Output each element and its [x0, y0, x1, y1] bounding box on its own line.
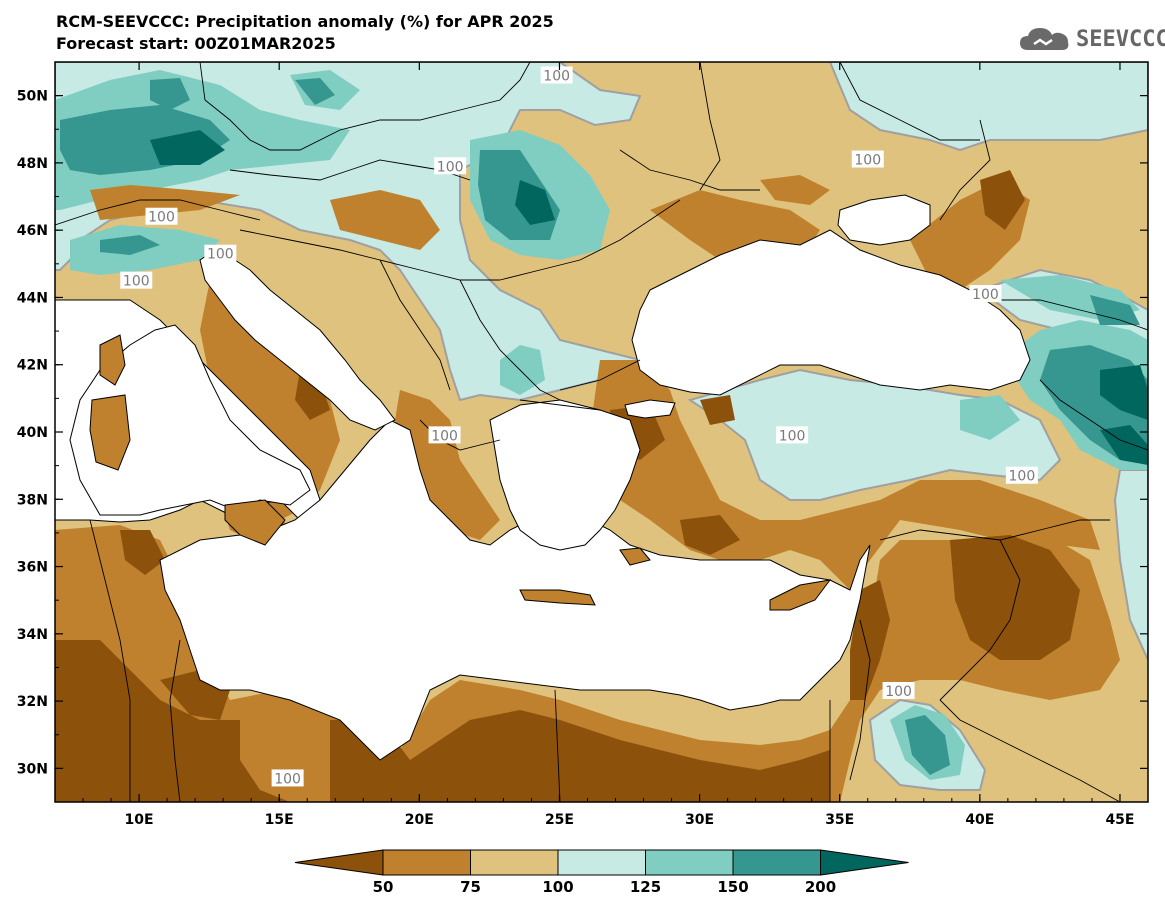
lon-tick-label-4: 30E — [685, 812, 714, 828]
contour-label-bg-4 — [120, 271, 153, 289]
logo-text: SEEVCCC — [1076, 26, 1165, 52]
lon-tick-label-1: 15E — [265, 812, 294, 828]
contour-label-bg-0 — [540, 66, 573, 84]
contour-label-11: 100 — [274, 771, 301, 787]
seevccc-logo: SEEVCCC — [1018, 22, 1165, 56]
lon-tick-label-2: 20E — [405, 812, 434, 828]
contour-label-bg-5 — [851, 150, 884, 168]
lat-tick-label-4: 38N — [17, 492, 48, 508]
colorbar-label-0: 50 — [373, 878, 394, 896]
lat-tick-label-0: 30N — [17, 761, 48, 777]
lat-tick-label-2: 34N — [17, 627, 48, 643]
contour-label-bg-11 — [271, 769, 304, 787]
contour-label-3: 100 — [207, 247, 234, 263]
islands — [89, 334, 832, 611]
contour-label-9: 100 — [1009, 469, 1036, 485]
contour-label-5: 100 — [854, 153, 881, 169]
colorbar-label-4: 150 — [717, 878, 748, 896]
colorbar-segment-1 — [382, 849, 471, 876]
contour-label-bg-6 — [969, 285, 1002, 303]
contour-label-7: 100 — [779, 428, 806, 444]
colorbar-segment-5 — [732, 849, 821, 876]
contour-label-8: 100 — [431, 428, 458, 444]
lon-tick-label-3: 25E — [545, 812, 574, 828]
colorbar-label-1: 75 — [460, 878, 481, 896]
lat-tick-label-8: 46N — [17, 223, 48, 239]
lat-tick-label-3: 36N — [17, 560, 48, 576]
lon-tick-label-5: 35E — [825, 812, 854, 828]
forecast-start-subtitle: Forecast start: 00Z01MAR2025 — [56, 34, 336, 53]
contour-label-bg-3 — [204, 244, 237, 262]
contour-label-6: 100 — [972, 287, 999, 303]
lat-tick-label-6: 42N — [17, 358, 48, 374]
contour-label-bg-7 — [776, 426, 809, 444]
lat-tick-label-10: 50N — [17, 89, 48, 105]
contour-labels: 100 100 100 100 100 100 100 100 100 100 100 100 — [120, 66, 1038, 787]
latitude-axis: 30N 32N 34N 36N 38N 40N 42N 44N 46N 48N 50N — [17, 61, 1148, 803]
contour-label-bg-9 — [1005, 466, 1038, 484]
contour-label-bg-8 — [428, 426, 461, 444]
colorbar-segment-4 — [645, 849, 734, 876]
map-title: RCM-SEEVCCC: Precipitation anomaly (%) f… — [56, 12, 554, 31]
contour-label-4: 100 — [123, 274, 150, 290]
colorbar-label-5: 200 — [805, 878, 836, 896]
colorbar-segment-0 — [294, 849, 384, 876]
lat-tick-label-5: 40N — [17, 425, 48, 441]
lat-tick-label-7: 44N — [17, 290, 48, 306]
colorbar-segment-6 — [820, 849, 909, 876]
contour-label-1: 100 — [437, 159, 464, 175]
colorbar-segment-3 — [557, 849, 646, 876]
cloud-icon — [1020, 28, 1069, 50]
contour-label-2: 100 — [148, 210, 175, 226]
colorbar-label-3: 125 — [630, 878, 661, 896]
lat-tick-label-1: 32N — [17, 694, 48, 710]
contour-label-0: 100 — [543, 68, 570, 84]
contour-label-bg-1 — [434, 157, 467, 175]
colorbar-label-2: 100 — [542, 878, 573, 896]
longitude-axis: 10E 15E 20E 25E 30E 35E 40E 45E — [54, 62, 1149, 828]
contour-label-bg-10 — [882, 682, 915, 699]
seas — [55, 194, 1031, 761]
lat-tick-label-9: 48N — [17, 156, 48, 172]
lon-tick-label-6: 40E — [965, 812, 994, 828]
contour-label-10: 100 — [885, 684, 912, 700]
lon-tick-label-7: 45E — [1105, 812, 1134, 828]
colorbar: 50 75 100 125 150 200 — [294, 849, 909, 896]
contour-label-bg-2 — [145, 207, 178, 225]
lon-tick-label-0: 10E — [125, 812, 154, 828]
colorbar-segment-2 — [470, 849, 559, 876]
